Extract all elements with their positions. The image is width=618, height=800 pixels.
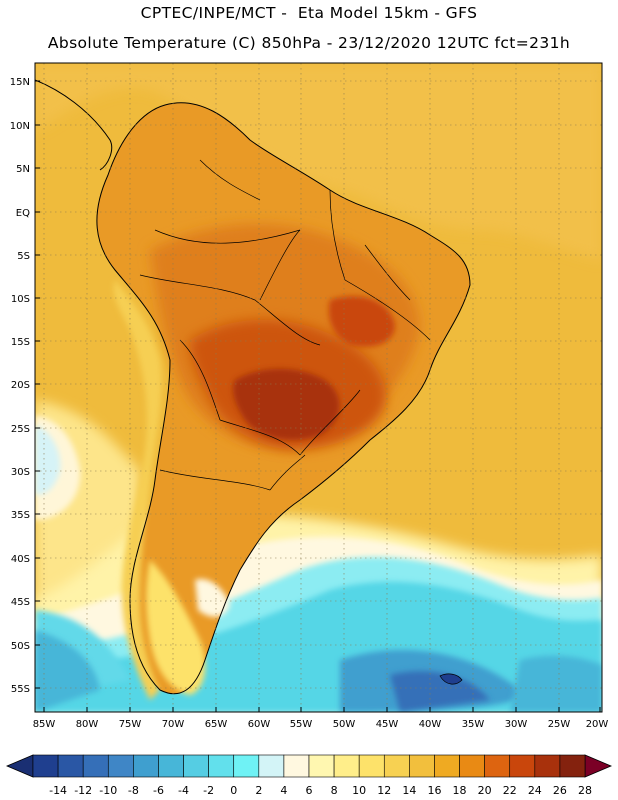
country-borders	[139, 159, 431, 491]
colorbar: -14 -12 -10 -8 -6 -4 -2 0 2 4 6 8 10 12 14 16 18 20 22 24 26…	[5, 754, 613, 797]
colorbar-label: 10	[352, 784, 366, 797]
temperature-field	[35, 63, 602, 712]
lon-label: 40W	[419, 719, 442, 730]
colorbar-label: 28	[578, 784, 592, 797]
colorbar-label: -14	[49, 784, 67, 797]
colorbar-swatch	[57, 754, 84, 778]
colorbar-label: -10	[99, 784, 117, 797]
colorbar-label: 18	[453, 784, 467, 797]
lon-label: 70W	[162, 719, 185, 730]
colorbar-swatch	[283, 754, 310, 778]
lat-label: 5N	[16, 164, 30, 175]
colorbar-swatch	[333, 754, 360, 778]
colorbar-swatch	[383, 754, 410, 778]
lon-label: 55W	[290, 719, 313, 730]
lat-label: 30S	[11, 467, 30, 478]
lat-label: 45S	[11, 597, 30, 608]
colorbar-swatch	[358, 754, 385, 778]
colorbar-label: 16	[427, 784, 441, 797]
coastline	[96, 102, 471, 695]
colorbar-label: -12	[74, 784, 92, 797]
lat-label: 55S	[11, 684, 30, 695]
colorbar-high-arrow	[584, 754, 613, 778]
colorbar-label: 8	[331, 784, 338, 797]
colorbar-label: 26	[553, 784, 567, 797]
lon-label: 75W	[119, 719, 142, 730]
colorbar-label: 12	[377, 784, 391, 797]
colorbar-label: 14	[402, 784, 416, 797]
lon-label: 85W	[33, 719, 56, 730]
colorbar-swatch	[82, 754, 109, 778]
colorbar-swatch	[559, 754, 586, 778]
lat-label: 20S	[11, 380, 30, 391]
colorbar-swatch	[133, 754, 159, 778]
colorbar-swatch	[107, 754, 134, 778]
graticule	[35, 63, 602, 712]
lat-label: 25S	[11, 424, 30, 435]
lat-label: 40S	[11, 554, 30, 565]
lat-label: 15S	[11, 337, 30, 348]
colorbar-swatch	[484, 754, 511, 778]
lon-label: 60W	[248, 719, 271, 730]
lon-label: 80W	[76, 719, 99, 730]
lat-label: 10N	[10, 121, 30, 132]
colorbar-swatch	[459, 754, 485, 778]
colorbar-swatch	[233, 754, 260, 778]
lon-label: 65W	[205, 719, 228, 730]
lat-label: 50S	[11, 641, 30, 652]
colorbar-label: 20	[478, 784, 492, 797]
colorbar-swatch	[434, 754, 460, 778]
latitude-axis: 15N 10N 5N EQ 5S 10S 15S 20S 25S 30S 35S…	[10, 77, 40, 695]
colorbar-label: 4	[280, 784, 287, 797]
longitude-axis: 85W 80W 75W 70W 65W 60W 55W 50W 45W 40W …	[33, 707, 609, 730]
colorbar-label: -4	[178, 784, 189, 797]
colorbar-label: 24	[528, 784, 542, 797]
colorbar-low-arrow	[5, 754, 34, 778]
colorbar-swatch	[208, 754, 235, 778]
lon-label: 25W	[548, 719, 571, 730]
colorbar-swatch	[258, 754, 285, 778]
lat-label: EQ	[16, 208, 30, 219]
map-subtitle: Absolute Temperature (C) 850hPa - 23/12/…	[47, 34, 571, 52]
colorbar-swatch	[183, 754, 209, 778]
lat-label: 15N	[10, 77, 30, 88]
colorbar-swatch	[409, 754, 435, 778]
lon-label: 35W	[462, 719, 485, 730]
colorbar-label: 22	[503, 784, 517, 797]
colorbar-label: 2	[255, 784, 262, 797]
colorbar-label: -2	[203, 784, 214, 797]
colorbar-swatch	[158, 754, 184, 778]
lat-label: 10S	[11, 294, 30, 305]
lon-label: 45W	[376, 719, 399, 730]
plot-frame	[34, 62, 603, 713]
colorbar-swatch	[32, 754, 59, 778]
lat-label: 5S	[17, 251, 30, 262]
lon-label: 20W	[586, 719, 609, 730]
lon-label: 50W	[333, 719, 356, 730]
lon-label: 30W	[505, 719, 528, 730]
colorbar-swatch	[509, 754, 536, 778]
colorbar-label: 0	[230, 784, 237, 797]
colorbar-label: 6	[306, 784, 313, 797]
colorbar-label: -8	[128, 784, 139, 797]
lat-label: 35S	[11, 510, 30, 521]
map-title: CPTEC/INPE/MCT - Eta Model 15km - GFS	[140, 4, 478, 22]
colorbar-swatch	[534, 754, 561, 778]
colorbar-label: -6	[153, 784, 164, 797]
colorbar-swatch	[308, 754, 335, 778]
